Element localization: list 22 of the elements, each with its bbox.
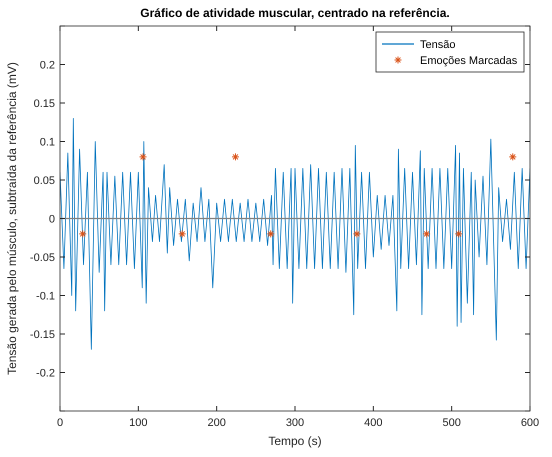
x-tick-label: 500 bbox=[442, 417, 461, 429]
x-tick-label: 100 bbox=[129, 417, 148, 429]
x-tick-label: 600 bbox=[520, 417, 540, 429]
x-tick-label: 0 bbox=[56, 417, 64, 429]
y-tick-label: -0.2 bbox=[36, 368, 55, 380]
x-tick-label: 300 bbox=[286, 417, 304, 429]
y-tick-label: 0.05 bbox=[34, 175, 55, 187]
x-tick-label: 400 bbox=[364, 417, 383, 429]
y-tick-label: -0.15 bbox=[30, 329, 55, 341]
y-axis-title: Tensão gerada pelo músculo, subtraída da referência (mV) bbox=[5, 62, 19, 375]
x-tick-label: 200 bbox=[207, 417, 226, 429]
legend-label: Emoções Marcadas bbox=[420, 55, 518, 67]
y-tick-label: 0.2 bbox=[40, 60, 55, 72]
y-tick-label: -0.05 bbox=[30, 252, 55, 264]
legend-label: Tensão bbox=[420, 39, 456, 51]
line-series bbox=[60, 118, 530, 350]
chart-title: Gráfico de atividade muscular, centrado na referência. bbox=[140, 6, 450, 20]
y-tick-label: 0 bbox=[48, 214, 55, 226]
y-tick-label: 0.15 bbox=[34, 98, 55, 110]
y-tick-label: -0.1 bbox=[36, 290, 55, 302]
x-axis-title: Tempo (s) bbox=[268, 434, 322, 448]
y-tick-label: 0.1 bbox=[40, 136, 55, 148]
